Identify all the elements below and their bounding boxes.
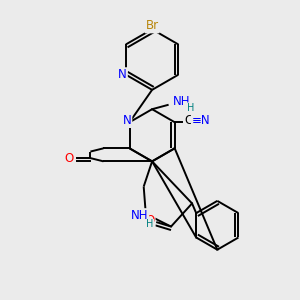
Text: ≡N: ≡N: [191, 114, 210, 127]
Text: H: H: [146, 220, 154, 230]
Text: O: O: [146, 214, 154, 227]
Text: NH: NH: [131, 209, 148, 222]
Text: NH: NH: [173, 95, 190, 108]
Text: O: O: [65, 152, 74, 165]
Text: Br: Br: [146, 20, 159, 32]
Text: N: N: [123, 114, 131, 127]
Text: C: C: [184, 114, 192, 127]
Text: H: H: [187, 103, 194, 113]
Text: N: N: [118, 68, 127, 81]
